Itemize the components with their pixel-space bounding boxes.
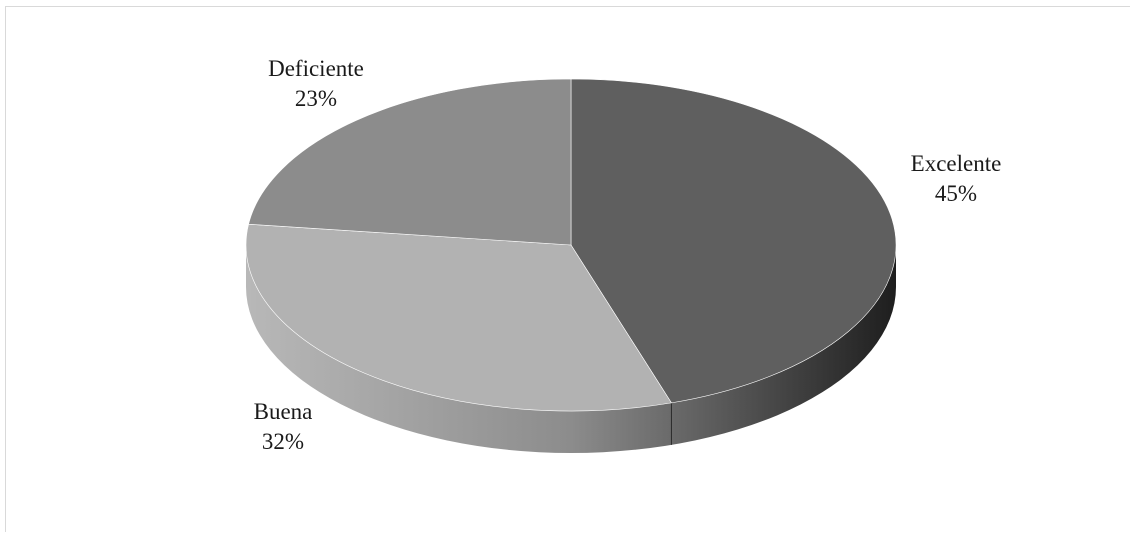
slice-label-value: 45% (935, 181, 977, 206)
pie-slice-buena (245, 223, 672, 412)
pie-labels: Deficiente 23% Excelente 45% Buena 32% (254, 56, 1002, 454)
slice-label-name: Excelente (911, 151, 1002, 176)
slice-label-value: 23% (295, 86, 337, 111)
slice-label-name: Buena (254, 399, 313, 424)
chart-frame (5, 6, 1130, 532)
pie-slices (245, 78, 897, 412)
pie-slice-deficiente (248, 78, 572, 246)
slice-label-value: 32% (262, 429, 304, 454)
pie-sides (246, 245, 896, 453)
slice-label-name: Deficiente (268, 56, 364, 81)
pie-side-wall (246, 245, 896, 453)
pie-slice-excelente (570, 78, 897, 404)
